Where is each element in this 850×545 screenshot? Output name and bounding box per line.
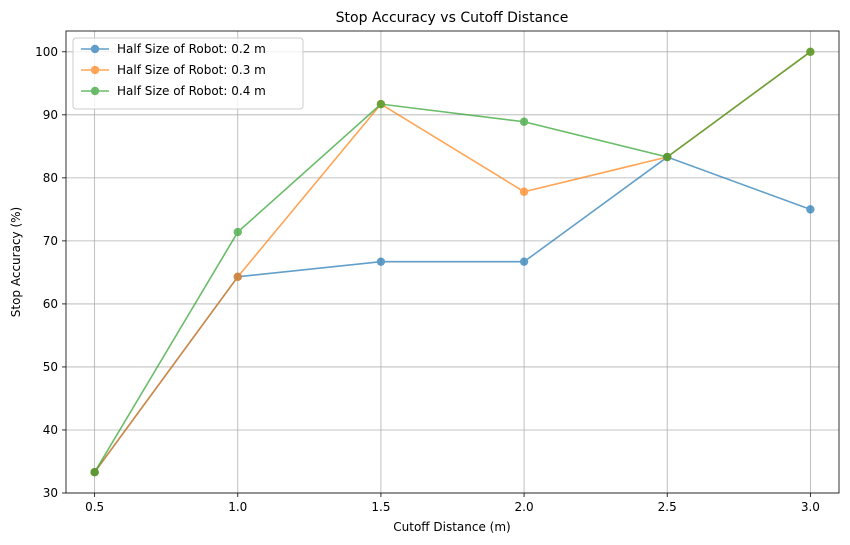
data-point — [233, 227, 242, 237]
legend-label: Half Size of Robot: 0.4 m — [117, 84, 266, 98]
data-point — [519, 257, 529, 266]
data-point — [376, 257, 386, 266]
data-point — [376, 99, 386, 109]
y-tick-label: 80 — [43, 171, 58, 185]
y-tick-label: 50 — [43, 360, 58, 374]
axes: 0.5 1.0 1.5 2.0 2.5 3.0 30 40 50 60 70 80 90 100 — [35, 45, 820, 514]
legend-marker — [90, 44, 100, 54]
series-line — [93, 51, 811, 473]
y-tick-label: 40 — [43, 423, 58, 437]
chart-title: Stop Accuracy vs Cutoff Distance — [336, 10, 569, 26]
legend-marker — [90, 65, 100, 75]
y-axis-label: Stop Accuracy (%) — [9, 207, 23, 317]
x-axis-label: Cutoff Distance (m) — [393, 520, 510, 534]
legend-swatch — [81, 65, 109, 75]
x-tick-label: 2.0 — [515, 500, 534, 514]
y-tick-label: 70 — [43, 234, 58, 248]
y-tick-label: 60 — [43, 297, 58, 311]
legend: Half Size of Robot: 0.2 m Half Size of Ro… — [72, 37, 304, 110]
x-tick-label: 2.5 — [658, 500, 677, 514]
legend-marker — [90, 86, 100, 96]
legend-swatch — [81, 86, 109, 96]
x-tick-label: 0.5 — [85, 500, 104, 514]
legend-label: Half Size of Robot: 0.2 m — [117, 42, 266, 56]
series-3 — [90, 47, 815, 477]
x-tick-label: 1.5 — [371, 500, 390, 514]
x-tick-label: 3.0 — [801, 500, 820, 514]
legend-label: Half Size of Robot: 0.3 m — [117, 63, 266, 77]
data-point — [663, 152, 672, 162]
data-point — [233, 272, 242, 282]
data-point — [806, 47, 815, 56]
data-point — [519, 187, 529, 196]
y-tick-label: 90 — [43, 108, 58, 122]
y-tick-label: 100 — [35, 45, 58, 59]
data-point — [519, 117, 529, 126]
x-tick-label: 1.0 — [228, 500, 247, 514]
data-point — [806, 205, 815, 214]
y-tick-label: 30 — [43, 486, 58, 500]
series-layer — [90, 47, 815, 477]
legend-box — [72, 37, 304, 110]
data-point — [90, 468, 99, 477]
plot-frame — [65, 30, 840, 494]
legend-swatch — [81, 44, 109, 54]
